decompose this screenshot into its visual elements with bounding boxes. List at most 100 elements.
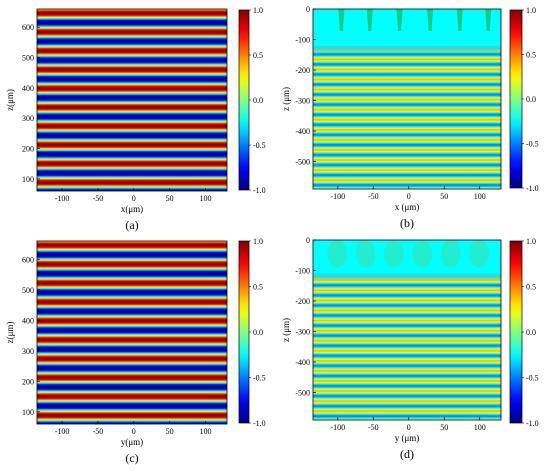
x-tick-label: -100 [330,192,345,201]
y-tick-label: -300 [295,97,310,106]
x-tick-label: 100 [474,192,486,201]
chart-panel-c: -100 -50 0 50 100 100 200 300 400 500 600 y(μm) z(μm… [5,237,266,465]
x-axis-label: x(μm) [121,204,143,214]
heatmap-field-a [37,9,227,191]
y-tick-label: -500 [295,389,310,398]
x-tick-label: 0 [407,192,411,201]
y-tick-label: 400 [22,316,34,325]
near-field-spike [396,9,403,31]
near-field-spike [338,9,345,31]
y-tick-label: -500 [295,158,310,167]
x-tick-label: 50 [166,427,174,436]
colorbar-tick-label: -0.5 [526,374,539,383]
y-tick-label: 0 [306,5,310,14]
colorbar [509,9,523,189]
y-axis-label: z(μm) [5,322,15,344]
colorbar-tick-label: -0.5 [253,141,266,150]
colorbar-tick-label: -1.0 [253,186,266,195]
x-tick-label: 0 [132,194,136,203]
near-field-lobe [440,240,461,268]
heatmap-field-c [37,241,227,424]
y-tick-label: -300 [295,328,310,337]
y-tick-label: -200 [295,297,310,306]
x-axis-label: y(μm) [121,437,143,447]
y-tick-label: 300 [22,347,34,356]
plot-frame [36,8,228,192]
y-tick-label: 400 [22,84,34,93]
colorbar [509,240,523,424]
panel-label: (d) [400,447,414,461]
colorbar-tick-label: 0.5 [253,283,263,292]
y-tick-label: -400 [295,358,310,367]
near-field-lobe [355,240,376,268]
x-tick-label: -100 [55,427,70,436]
y-tick-label: 100 [22,408,34,417]
x-tick-label: 50 [440,192,448,201]
y-tick-label: 100 [22,175,34,184]
x-tick-label: -50 [93,427,104,436]
y-tick-label: 500 [22,54,34,63]
x-tick-label: 100 [474,423,486,432]
colorbar-tick-label: 0.0 [526,328,536,337]
near-field-boundary [313,273,501,280]
colorbar-tick-label: 0.5 [253,51,263,60]
x-tick-label: -50 [368,423,379,432]
x-tick-label: 0 [407,423,411,432]
x-tick-label: -100 [330,423,345,432]
colorbar-tick-label: 0.0 [253,328,263,337]
colorbar-tick-label: -0.5 [526,140,539,149]
near-field-spike [427,9,434,31]
x-tick-label: 0 [132,427,136,436]
near-field-lobe [469,240,490,268]
near-field-boundary [313,45,501,52]
heatmap-field-b [313,9,501,189]
colorbar-tick-label: 0.0 [526,95,536,104]
x-axis-label: x (μm) [395,202,420,212]
x-tick-label: -100 [55,194,70,203]
panel-label: (c) [125,451,138,465]
colorbar-tick-label: 1.0 [526,237,536,246]
colorbar-tick-label: -0.5 [253,374,266,383]
near-field-spike [366,9,373,31]
colorbar-tick-label: 0.0 [253,96,263,105]
y-axis-label: z (μm) [281,318,291,342]
colorbar-tick-label: 1.0 [253,237,263,246]
near-field-spike [485,9,492,31]
y-tick-label: -100 [295,36,310,45]
colorbar-tick-label: 1.0 [253,6,263,15]
chart-panel-a: -100 -50 0 50 100 100 200 300 400 500 600 x(μm) z(μm… [5,6,266,232]
y-tick-label: 0 [306,236,310,245]
y-tick-label: -200 [295,66,310,75]
colorbar-tick-label: 0.5 [526,283,536,292]
near-field-lobe [383,240,404,268]
colorbar-tick-label: -1.0 [253,419,266,428]
colorbar [238,9,250,191]
x-tick-label: 50 [440,423,448,432]
colorbar [238,240,250,424]
colorbar-tick-label: -1.0 [526,419,539,428]
plot-frame [312,8,502,190]
plot-frame [312,239,502,421]
y-tick-label: 200 [22,377,34,386]
colorbar-tick-label: 0.5 [526,51,536,60]
y-tick-label: 600 [22,255,34,264]
y-tick-label: 300 [22,114,34,123]
y-tick-label: 500 [22,286,34,295]
near-field-lobe [412,240,433,268]
y-tick-label: 200 [22,145,34,154]
y-axis-label: z (μm) [281,87,291,111]
colorbar-tick-label: -1.0 [526,184,539,193]
x-tick-label: 100 [199,427,211,436]
x-axis-label: y (μm) [395,433,420,443]
x-tick-label: -50 [368,192,379,201]
panel-label: (a) [125,218,138,232]
heatmap-field-d [313,240,501,420]
plot-frame [36,240,228,425]
y-tick-label: 600 [22,23,34,32]
x-tick-label: 100 [199,194,211,203]
y-axis-label: z(μm) [5,89,15,111]
